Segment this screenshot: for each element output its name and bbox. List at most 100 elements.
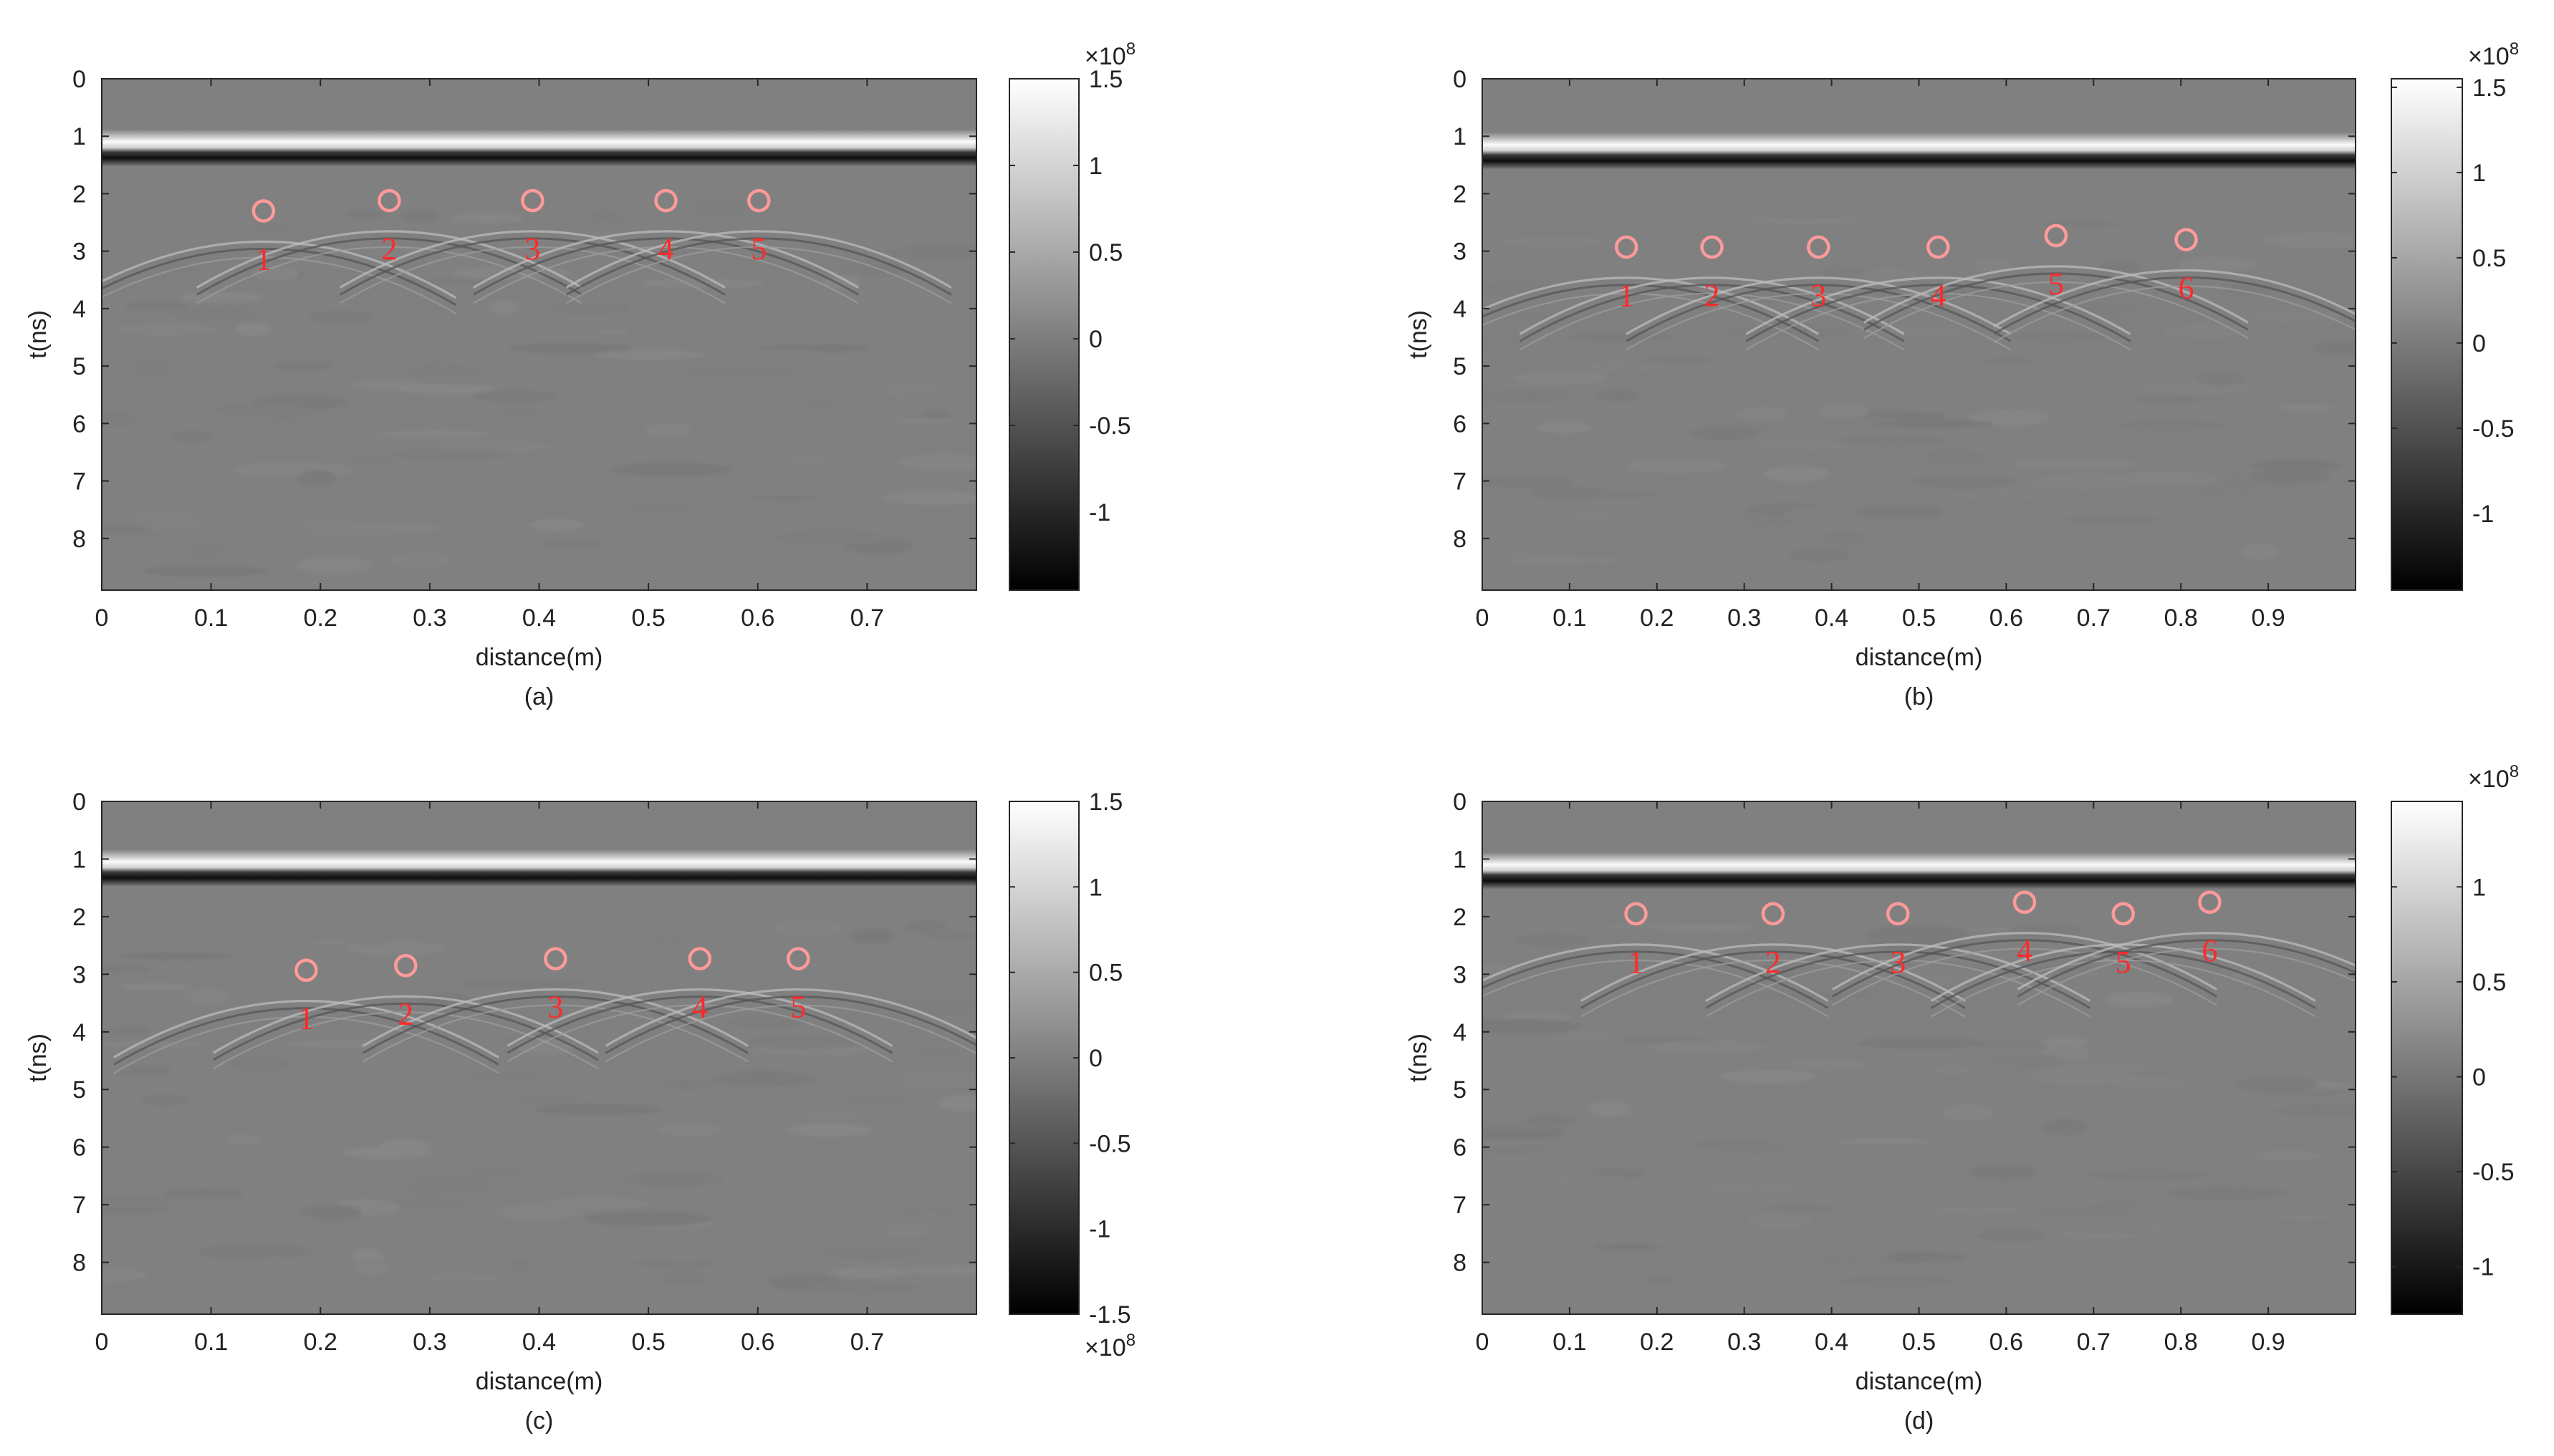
direct-wave-band — [102, 129, 976, 167]
colorbar-exponent-power: 8 — [2510, 762, 2519, 781]
hyperbola-arc — [1580, 959, 1966, 1018]
hyperbola-arc — [473, 246, 859, 304]
panel-d: 0 1 2 3 4 5 6 7 8 0 0.1 0.2 0.3 0.4 0.5 0.6 0.7 0.8 0.9 dis… — [1405, 762, 2519, 1435]
y-axis-label: t(ns) — [24, 310, 52, 359]
hyperbola-arc — [1519, 284, 1905, 342]
colorbar-tick-label: 1.5 — [1089, 66, 1123, 93]
colorbar-tick-label: 1.5 — [2472, 74, 2506, 102]
hyperbola-arc — [1993, 276, 2356, 335]
hyperbola-arc — [1863, 265, 2249, 324]
colorbar-exponent-base: ×10 — [2468, 43, 2510, 70]
hyperbola-arc — [1482, 959, 1829, 1018]
colorbar-tick-label: -0.5 — [2472, 415, 2515, 443]
panel-caption: (d) — [1904, 1407, 1934, 1435]
colorbar-exponent-power: 8 — [1126, 1331, 1136, 1350]
y-tick-label: 6 — [72, 1134, 86, 1162]
hyperbola-arc — [1482, 943, 1829, 1002]
hyperbola-arc — [340, 246, 726, 304]
hyperbola-arc — [1626, 276, 2012, 335]
y-tick-label: 3 — [1453, 238, 1466, 266]
target-marker-label: 6 — [2202, 933, 2217, 968]
colorbar-tick-label: 0 — [2472, 330, 2486, 357]
target-marker-circle — [1624, 902, 1648, 926]
y-tick-label: 2 — [72, 180, 86, 208]
colorbar-gradient — [2391, 78, 2463, 591]
x-tick-label: 0.2 — [1640, 604, 1674, 632]
hyperbola-arc — [1482, 284, 1820, 342]
y-axis-label: t(ns) — [1405, 310, 1432, 359]
y-tick-label: 7 — [72, 1192, 86, 1219]
y-axis-label: t(ns) — [1405, 1033, 1432, 1082]
colorbar-exponent-base: ×10 — [1085, 1334, 1126, 1361]
hyperbolas-d — [1482, 932, 2356, 1018]
x-tick-label: 0.2 — [304, 604, 337, 632]
colorbar-tick-label: -1.5 — [1089, 1301, 1131, 1329]
x-tick-label: 0.5 — [631, 604, 665, 632]
target-marker-circle — [786, 947, 810, 970]
radargram-a — [102, 79, 976, 590]
y-tick-label: 6 — [1453, 410, 1466, 438]
direct-wave-band — [1482, 852, 2356, 889]
x-tick-label: 0.7 — [2077, 1329, 2111, 1356]
y-tick-label: 8 — [72, 1250, 86, 1277]
target-marker-circle — [294, 958, 318, 982]
hyperbola-arc — [1705, 959, 2090, 1018]
y-tick-label: 2 — [1453, 180, 1466, 208]
x-tick-label: 0.3 — [413, 604, 446, 632]
hyperbola-arc — [113, 1016, 499, 1074]
hyperbola-arc — [2017, 932, 2356, 990]
target-marker-label: 3 — [1810, 278, 1826, 313]
colorbar-tick-label: 0.5 — [1089, 960, 1123, 987]
colorbar-tick-label: -1 — [2472, 501, 2494, 528]
x-tick-label: 0.7 — [850, 604, 884, 632]
target-marker-circle — [2012, 890, 2037, 915]
hyperbola-arc — [473, 230, 859, 289]
y-tick-label: 8 — [1453, 1250, 1466, 1277]
colorbar-tick-label: 1.5 — [1089, 789, 1123, 816]
colorbar-gradient — [2391, 801, 2463, 1315]
colorbar-d: 1 0.5 0 -0.5 -1 ×108 — [2391, 762, 2519, 1315]
colorbar-tick-label: 0 — [2472, 1064, 2486, 1091]
x-axis-label: distance(m) — [476, 1368, 603, 1395]
colorbar-b: 1.5 1 0.5 0 -0.5 -1 ×108 — [2391, 39, 2519, 591]
x-tick-label: 0.5 — [1902, 1329, 1936, 1356]
target-marker-label: 2 — [398, 996, 413, 1031]
colorbar-exponent-power: 8 — [2510, 39, 2519, 59]
target-marker-label: 4 — [2017, 933, 2032, 968]
target-marker-circle — [1886, 902, 1910, 926]
hyperbola-arc — [1832, 939, 2217, 998]
y-tick-label: 2 — [1453, 904, 1466, 931]
target-marker-label: 1 — [1628, 945, 1644, 980]
target-marker-label: 3 — [524, 231, 540, 266]
y-axis-label: t(ns) — [24, 1033, 52, 1082]
x-tick-label: 0 — [1476, 1329, 1489, 1356]
colorbar-exponent: ×108 — [1085, 39, 1136, 70]
target-marker-circle — [2198, 890, 2222, 915]
y-tick-label: 5 — [1453, 353, 1466, 380]
hyperbola-arc — [1626, 292, 2012, 351]
y-tick-label: 5 — [72, 353, 86, 380]
hyperbola-arc — [2017, 948, 2356, 1006]
target-marker-label: 5 — [751, 231, 767, 266]
x-axis-label: distance(m) — [1856, 1368, 1983, 1395]
panel-a: 0 1 2 3 4 5 6 7 8 0 0.1 0.2 0.3 0.4 0.5 0.6 0.7 distance(… — [24, 39, 1136, 710]
colorbar-tick-label: -1 — [1089, 499, 1110, 526]
y-tick-label: 7 — [72, 468, 86, 496]
y-tick-label: 1 — [1453, 846, 1466, 873]
panel-b: 0 1 2 3 4 5 6 7 8 0 0.1 0.2 0.3 0.4 0.5 0.6 0.7 0.8 0.9 dis… — [1405, 39, 2519, 710]
radargram-b — [1482, 79, 2356, 590]
colorbar-tick-label: 0.5 — [2472, 245, 2506, 272]
y-tick-label: 7 — [1453, 468, 1466, 496]
panel-caption: (c) — [525, 1407, 554, 1435]
target-marker-circle — [544, 947, 567, 970]
x-tick-label: 0.4 — [522, 604, 556, 632]
hyperbola-arc — [1626, 284, 2012, 342]
y-tick-label: 4 — [1453, 1019, 1466, 1046]
hyperbola-arc — [1482, 950, 1829, 1009]
y-tick-label: 0 — [1453, 66, 1466, 93]
hyperbola-arc — [1993, 285, 2356, 343]
hyperbola-arc — [1863, 272, 2249, 331]
hyperbola-arc — [113, 1007, 499, 1066]
colorbar-exponent: ×108 — [2468, 762, 2519, 793]
